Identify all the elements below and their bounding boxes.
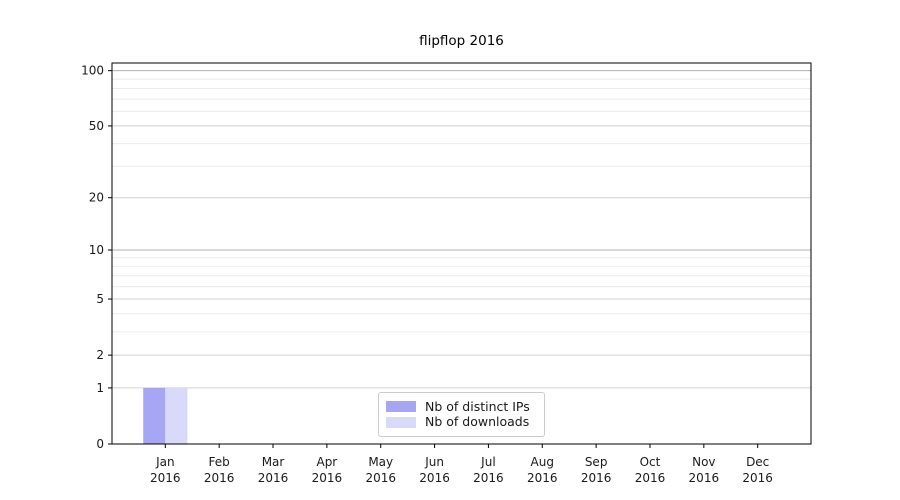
x-axis-tick-label-month: May [368, 455, 393, 469]
x-axis-tick-label-month: Jun [424, 455, 444, 469]
x-axis-tick-label-year: 2016 [742, 471, 773, 485]
legend-label: Nb of distinct IPs [425, 398, 530, 414]
y-axis-tick-label: 1 [96, 381, 104, 395]
y-axis-tick-label: 100 [81, 64, 104, 78]
x-axis-tick-label-month: Aug [531, 455, 554, 469]
x-axis-tick-label-year: 2016 [527, 471, 558, 485]
x-axis-tick-label-year: 2016 [581, 471, 612, 485]
legend-item: Nb of distinct IPs [386, 398, 537, 414]
y-axis-tick-label: 0 [96, 437, 104, 451]
y-axis-tick-label: 10 [89, 243, 104, 257]
x-axis-tick-label-month: Feb [209, 455, 230, 469]
x-axis-tick-label-month: Sep [585, 455, 608, 469]
x-axis-tick-label-year: 2016 [312, 471, 343, 485]
x-axis-tick-label-month: Oct [640, 455, 661, 469]
x-axis-tick-label-month: Nov [692, 455, 715, 469]
x-axis-tick-label-year: 2016 [365, 471, 396, 485]
chart-title: flipflop 2016 [419, 33, 504, 49]
x-axis-tick-label-year: 2016 [150, 471, 181, 485]
x-axis-tick-label-year: 2016 [204, 471, 235, 485]
x-axis-tick-label-year: 2016 [473, 471, 504, 485]
x-axis-tick-label-month: Dec [746, 455, 769, 469]
legend-item: Nb of downloads [386, 414, 537, 429]
x-axis-tick-label-year: 2016 [689, 471, 720, 485]
legend-swatch [386, 401, 416, 413]
x-axis-tick-label-year: 2016 [635, 471, 666, 485]
x-axis-tick-label-year: 2016 [258, 471, 289, 485]
legend-swatch [386, 416, 416, 428]
y-axis-tick-label: 5 [96, 292, 104, 306]
x-axis-tick-label-month: Jul [480, 455, 495, 469]
bar-distinct-ips [143, 387, 166, 444]
x-axis-tick-label-year: 2016 [419, 471, 450, 485]
axes-spines [111, 62, 812, 445]
legend-label: Nb of downloads [425, 414, 530, 429]
x-axis-tick-label-month: Jan [155, 455, 175, 469]
y-axis-tick-label: 50 [89, 119, 104, 133]
y-axis-tick-label: 2 [96, 348, 104, 362]
y-axis-tick-label: 20 [89, 191, 104, 205]
bar-downloads [165, 387, 188, 444]
x-axis-tick-label-month: Mar [262, 455, 285, 469]
x-axis-tick-label-month: Apr [316, 455, 337, 469]
legend: Nb of distinct IPs Nb of downloads [378, 392, 545, 437]
